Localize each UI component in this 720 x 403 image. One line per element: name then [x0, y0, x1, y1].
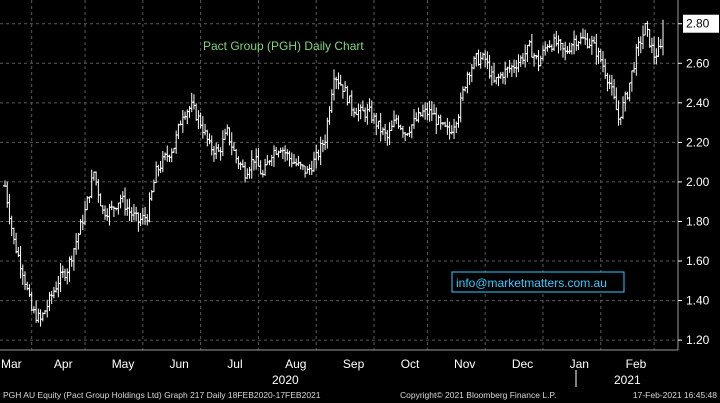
chart-title: Pact Group (PGH) Daily Chart — [203, 39, 364, 53]
grid-lines — [0, 0, 678, 350]
last-price-marker — [683, 14, 719, 33]
x-tick-label: Dec — [512, 357, 533, 371]
year-label-2021: 2021 — [614, 373, 641, 387]
x-tick-label: Nov — [454, 357, 475, 371]
x-tick-label: Feb — [626, 357, 647, 371]
x-tick-label: Mar — [1, 357, 22, 371]
y-tick-label: 2.00 — [686, 175, 710, 189]
y-tick-label: 2.60 — [686, 56, 710, 70]
x-tick-label: Jun — [170, 357, 189, 371]
x-tick-label: Aug — [285, 357, 306, 371]
x-tick-label: Jan — [570, 357, 589, 371]
y-axis: 2.80 2.60 2.40 2.20 2.00 1.80 1.60 1.40 1.20 — [678, 14, 719, 347]
x-tick-label: May — [112, 357, 135, 371]
x-tick-label: Apr — [54, 357, 73, 371]
footer-copyright: Copyright© 2021 Bloomberg Finance L.P. — [400, 390, 557, 400]
y-tick-label: 1.80 — [686, 214, 710, 228]
footer-security-info: PGH AU Equity (Pact Group Holdings Ltd) … — [3, 390, 321, 400]
x-tick-label: Sep — [343, 357, 365, 371]
y-tick-label: 2.40 — [686, 96, 710, 110]
x-axis: Mar Apr May Jun Jul Aug Sep Oct Nov Dec Jan Feb — [1, 357, 647, 371]
y-tick-label: 2.80 — [686, 17, 710, 31]
email-annotation: info@marketmatters.com.au — [451, 271, 625, 293]
year-label-2020: 2020 — [272, 373, 299, 387]
y-tick-label: 1.60 — [686, 254, 710, 268]
ohlc-bars — [3, 19, 664, 327]
y-tick-label: 1.40 — [686, 294, 710, 308]
x-tick-label: Jul — [227, 357, 242, 371]
email-annotation-text: info@marketmatters.com.au — [456, 276, 607, 290]
bloomberg-footer: PGH AU Equity (Pact Group Holdings Ltd) … — [0, 387, 720, 403]
y-tick-label: 1.20 — [686, 333, 710, 347]
y-tick-label: 2.20 — [686, 135, 710, 149]
footer-timestamp: 17-Feb-2021 16:45:48 — [632, 390, 717, 400]
x-tick-label: Oct — [401, 357, 420, 371]
